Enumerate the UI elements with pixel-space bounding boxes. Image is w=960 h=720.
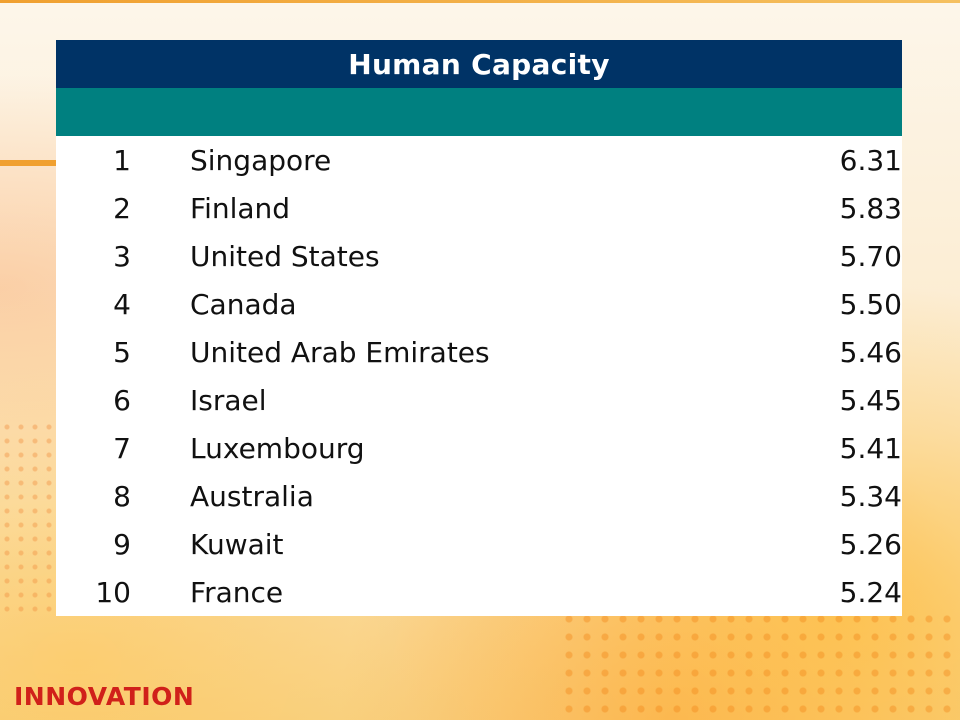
score-cell: 5.26: [839, 527, 902, 561]
country-cell: France: [190, 575, 284, 609]
ranking-table: Human Capacity 1 Singapore 6.31 2 Finlan…: [56, 40, 902, 616]
left-accent-bar: [0, 160, 56, 166]
table-row: 7 Luxembourg 5.41: [56, 424, 902, 472]
rank-cell: 3: [113, 239, 131, 273]
background-dots-pattern: [560, 610, 960, 720]
country-cell: Singapore: [190, 143, 332, 177]
country-cell: Luxembourg: [190, 431, 365, 465]
rank-cell: 8: [113, 479, 131, 513]
rank-cell: 9: [113, 527, 131, 561]
score-cell: 5.24: [839, 575, 902, 609]
rank-cell: 6: [113, 383, 131, 417]
table-row: 1 Singapore 6.31: [56, 136, 902, 184]
table-subheader-bar: [56, 88, 902, 136]
rank-cell: 4: [113, 287, 131, 321]
table-row: 5 United Arab Emirates 5.46: [56, 328, 902, 376]
table-row: 3 United States 5.70: [56, 232, 902, 280]
country-cell: United States: [190, 239, 380, 273]
rank-cell: 10: [95, 575, 131, 609]
rank-cell: 2: [113, 191, 131, 225]
rank-cell: 5: [113, 335, 131, 369]
country-cell: United Arab Emirates: [190, 335, 490, 369]
country-cell: Finland: [190, 191, 291, 225]
table-title: Human Capacity: [56, 40, 902, 88]
score-cell: 5.70: [839, 239, 902, 273]
table-row: 2 Finland 5.83: [56, 184, 902, 232]
table-row: 10 France 5.24: [56, 568, 902, 616]
country-cell: Canada: [190, 287, 297, 321]
rank-cell: 1: [113, 143, 131, 177]
country-cell: Australia: [190, 479, 314, 513]
top-accent-line: [0, 0, 960, 3]
table-row: 8 Australia 5.34: [56, 472, 902, 520]
rank-cell: 7: [113, 431, 131, 465]
score-cell: 6.31: [839, 143, 902, 177]
table-row: 4 Canada 5.50: [56, 280, 902, 328]
country-cell: Israel: [190, 383, 267, 417]
score-cell: 5.83: [839, 191, 902, 225]
score-cell: 5.46: [839, 335, 902, 369]
table-row: 6 Israel 5.45: [56, 376, 902, 424]
innovation-logo: INNOVATION: [14, 682, 195, 711]
score-cell: 5.45: [839, 383, 902, 417]
score-cell: 5.50: [839, 287, 902, 321]
score-cell: 5.34: [839, 479, 902, 513]
country-cell: Kuwait: [190, 527, 284, 561]
background-dots-left: [0, 420, 56, 620]
score-cell: 5.41: [839, 431, 902, 465]
table-row: 9 Kuwait 5.26: [56, 520, 902, 568]
